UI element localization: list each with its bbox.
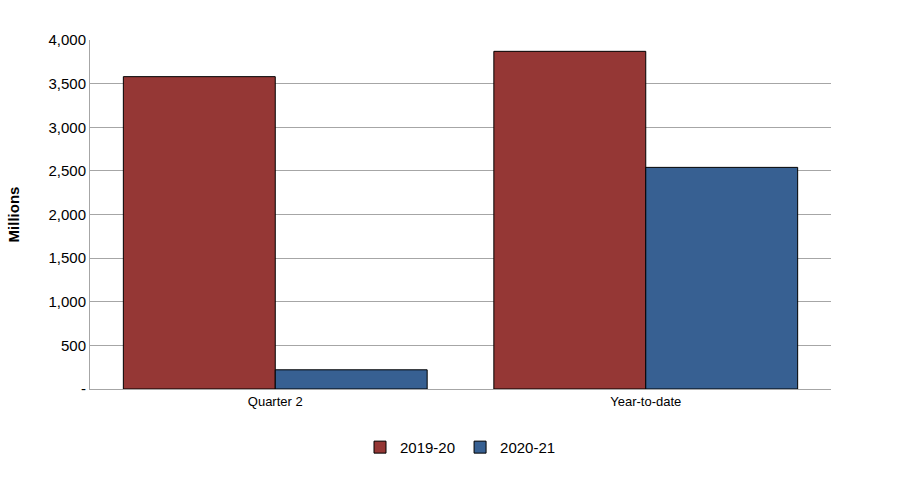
svg-text:2,500: 2,500 [48, 162, 86, 179]
svg-text:1,000: 1,000 [48, 293, 86, 310]
svg-text:Quarter 2: Quarter 2 [248, 394, 303, 409]
svg-text:Year-to-date: Year-to-date [610, 394, 681, 409]
svg-text:1,500: 1,500 [48, 249, 86, 266]
svg-text:Millions: Millions [5, 187, 22, 243]
svg-text:2019-20: 2019-20 [400, 439, 455, 456]
svg-text:4,000: 4,000 [48, 31, 86, 48]
svg-text:3,500: 3,500 [48, 75, 86, 92]
svg-text:500: 500 [61, 337, 86, 354]
svg-text:2020-21: 2020-21 [500, 439, 555, 456]
svg-text:-: - [81, 380, 86, 397]
svg-text:2,000: 2,000 [48, 206, 86, 223]
svg-text:3,000: 3,000 [48, 119, 86, 136]
